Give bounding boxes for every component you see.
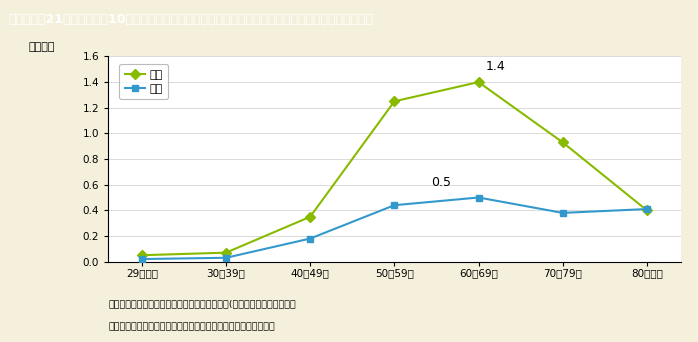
Text: ２．要介護者には，要支援者及び要介護度不詳を含む。: ２．要介護者には，要支援者及び要介護度不詳を含む。 — [108, 322, 275, 331]
女性 — [475, 80, 483, 84]
Text: （万人）: （万人） — [28, 42, 54, 52]
Line: 女性: 女性 — [138, 79, 651, 259]
Text: （参考）１．厚生労働省「国民生活基礎調査」(平成２２年）より作成。: （参考）１．厚生労働省「国民生活基礎調査」(平成２２年）より作成。 — [108, 299, 296, 308]
Text: 1.4: 1.4 — [485, 60, 505, 73]
女性 — [222, 251, 230, 255]
Line: 男性: 男性 — [138, 194, 651, 263]
男性 — [643, 207, 651, 211]
男性 — [558, 211, 567, 215]
Legend: 女性, 男性: 女性, 男性 — [119, 64, 168, 100]
女性 — [558, 140, 567, 144]
男性 — [222, 256, 230, 260]
女性 — [306, 215, 314, 219]
Text: 0.5: 0.5 — [431, 175, 452, 188]
男性 — [390, 203, 399, 207]
Text: 第１－特－21図　要介護者10万人に対する同居の介護・看護者数：年齢階級別（男女別，平成２２年）: 第１－特－21図 要介護者10万人に対する同居の介護・看護者数：年齢階級別（男女… — [8, 13, 373, 26]
女性 — [390, 99, 399, 103]
男性 — [306, 237, 314, 241]
女性 — [643, 208, 651, 212]
女性 — [138, 253, 146, 257]
男性 — [138, 257, 146, 261]
男性 — [475, 196, 483, 200]
